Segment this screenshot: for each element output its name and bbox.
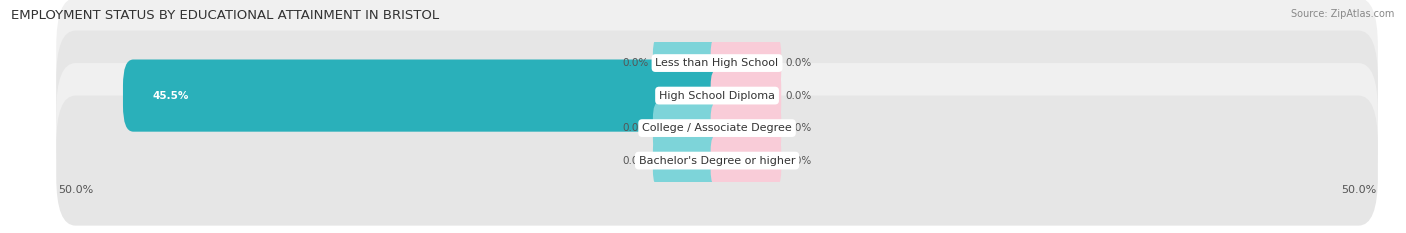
Text: Source: ZipAtlas.com: Source: ZipAtlas.com <box>1291 9 1395 19</box>
Text: High School Diploma: High School Diploma <box>659 91 775 101</box>
FancyBboxPatch shape <box>56 63 1378 193</box>
FancyBboxPatch shape <box>652 102 724 154</box>
FancyBboxPatch shape <box>56 96 1378 226</box>
Text: 0.0%: 0.0% <box>785 91 811 101</box>
Text: EMPLOYMENT STATUS BY EDUCATIONAL ATTAINMENT IN BRISTOL: EMPLOYMENT STATUS BY EDUCATIONAL ATTAINM… <box>11 9 439 22</box>
FancyBboxPatch shape <box>652 134 724 187</box>
FancyBboxPatch shape <box>710 37 782 89</box>
Text: 0.0%: 0.0% <box>623 123 650 133</box>
Text: 0.0%: 0.0% <box>623 156 650 166</box>
FancyBboxPatch shape <box>56 31 1378 161</box>
FancyBboxPatch shape <box>710 134 782 187</box>
Text: 45.5%: 45.5% <box>152 91 188 101</box>
FancyBboxPatch shape <box>652 37 724 89</box>
Text: 0.0%: 0.0% <box>785 58 811 68</box>
Text: College / Associate Degree: College / Associate Degree <box>643 123 792 133</box>
FancyBboxPatch shape <box>56 0 1378 128</box>
FancyBboxPatch shape <box>710 69 782 122</box>
Text: Bachelor's Degree or higher: Bachelor's Degree or higher <box>638 156 796 166</box>
FancyBboxPatch shape <box>710 102 782 154</box>
Text: 0.0%: 0.0% <box>785 156 811 166</box>
Text: 0.0%: 0.0% <box>785 123 811 133</box>
Text: 0.0%: 0.0% <box>623 58 650 68</box>
Legend: In Labor Force, Unemployed: In Labor Force, Unemployed <box>612 230 823 233</box>
FancyBboxPatch shape <box>122 59 727 132</box>
Text: Less than High School: Less than High School <box>655 58 779 68</box>
